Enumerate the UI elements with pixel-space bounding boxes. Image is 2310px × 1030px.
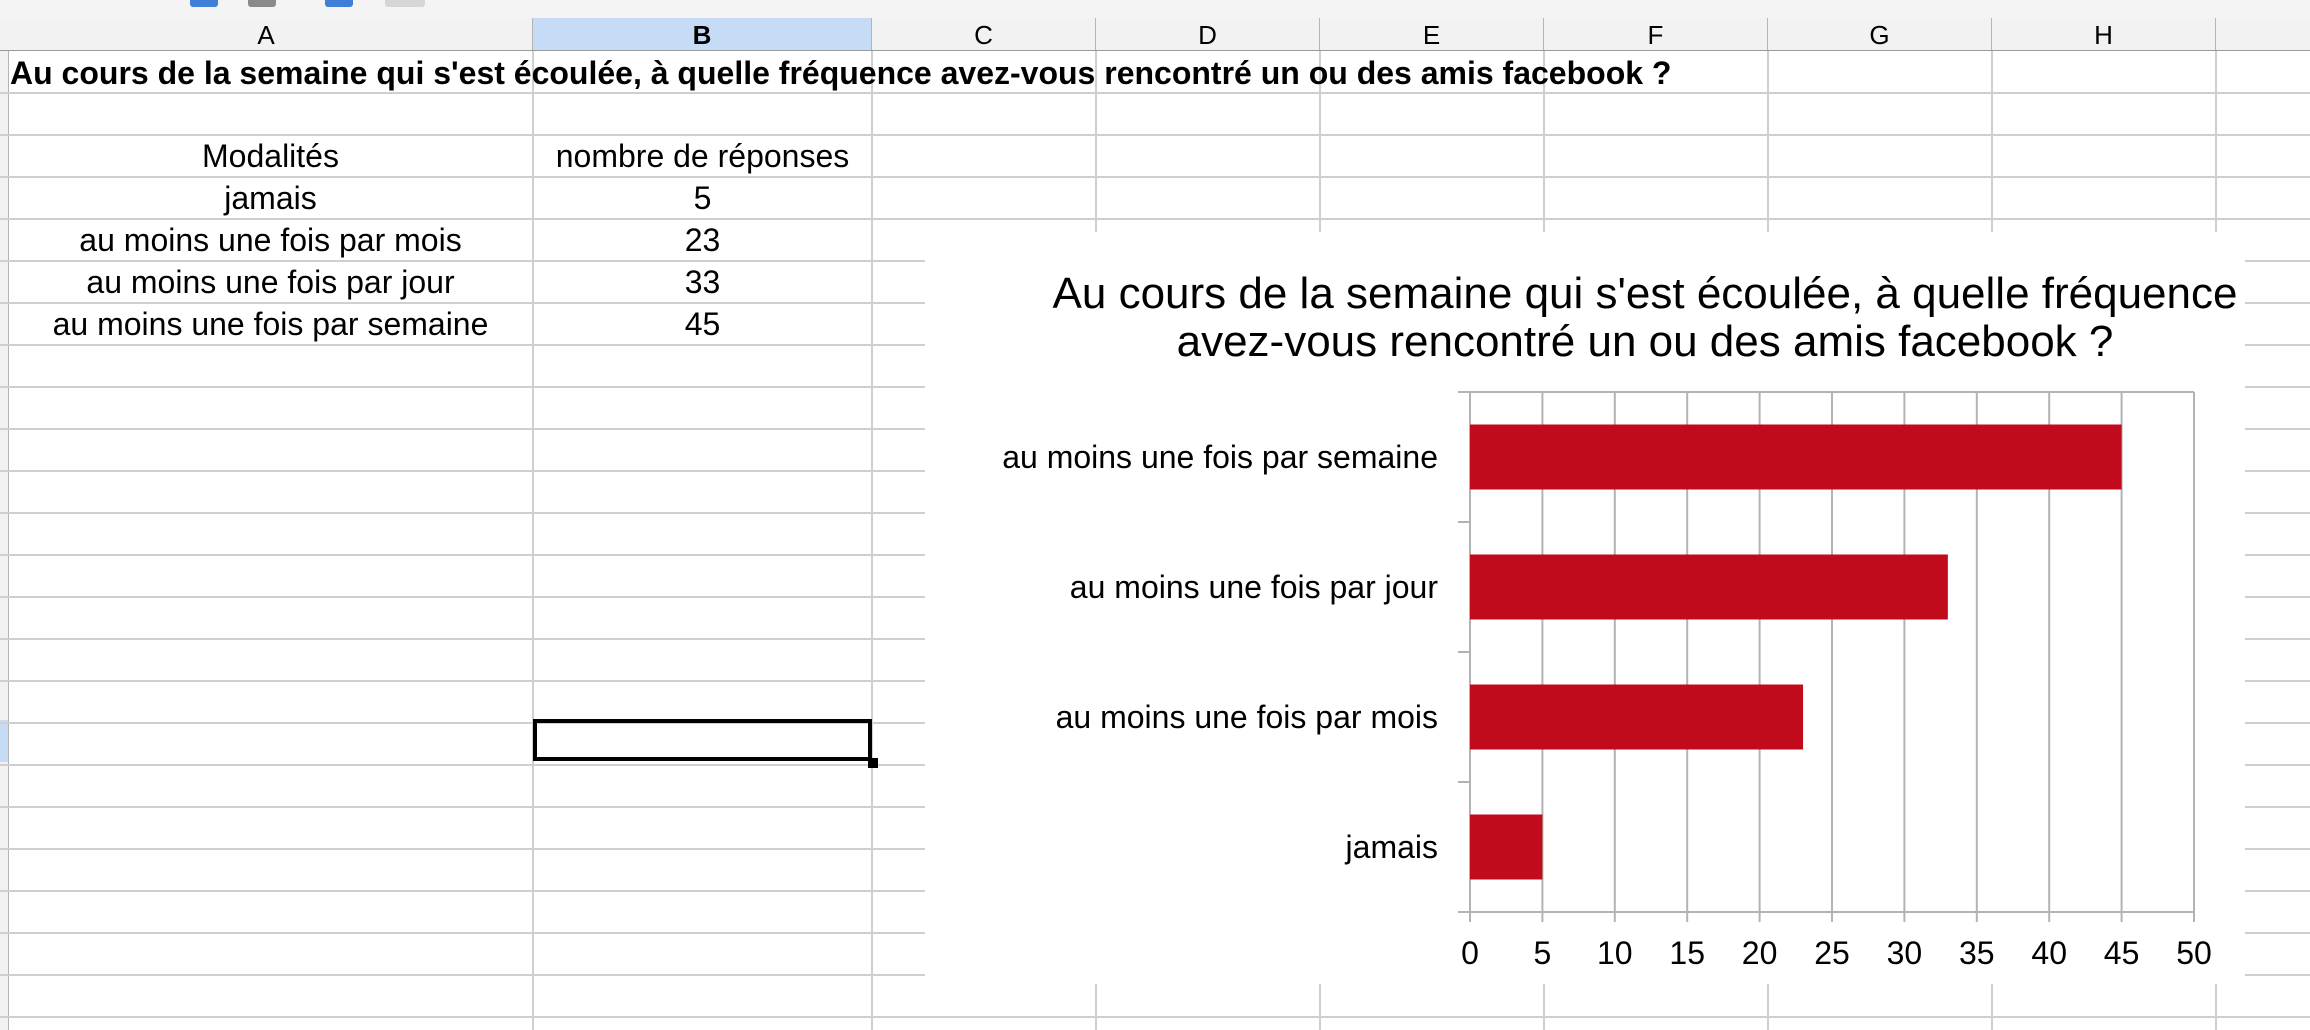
toolbar-button-icon[interactable] [385, 0, 425, 7]
toolbar-button-icon[interactable] [248, 0, 276, 7]
row-header-selected[interactable] [0, 720, 8, 762]
category-label: jamais [1345, 829, 1438, 865]
bar-chart[interactable]: 0 5 10 15 20 25 30 35 40 45 50 au moins une fois pa… [925, 232, 2245, 984]
x-tick-label: 45 [2104, 935, 2140, 971]
sheet-title-cell[interactable]: Au cours de la semaine qui s'est écoulée… [10, 55, 1672, 91]
table-cell-modalite[interactable]: jamais [224, 180, 317, 216]
x-tick-label: 10 [1597, 935, 1633, 971]
table-cell-modalite[interactable]: au moins une fois par mois [79, 222, 462, 258]
category-label: au moins une fois par jour [1070, 569, 1439, 605]
table-cell-count[interactable]: 45 [684, 306, 721, 342]
x-tick-label: 35 [1959, 935, 1995, 971]
x-tick-label: 25 [1814, 935, 1850, 971]
table-cell-modalite[interactable]: au moins une fois par semaine [52, 306, 489, 342]
x-tick-label: 50 [2176, 935, 2212, 971]
column-header-d[interactable]: D [1096, 18, 1320, 50]
chart-title-line-1: Au cours de la semaine qui s'est écoulée… [1052, 269, 2238, 318]
column-header-e[interactable]: E [1320, 18, 1544, 50]
toolbar-button-icon[interactable] [190, 0, 218, 7]
x-tick-label: 20 [1742, 935, 1778, 971]
toolbar-button-icon[interactable] [325, 0, 353, 7]
chart-title-line-2: avez-vous rencontré un ou des amis faceb… [1176, 317, 2114, 366]
chart-canvas: 0 5 10 15 20 25 30 35 40 45 50 au moins une fois pa… [1002, 391, 2212, 971]
table-cell-count[interactable]: 33 [684, 264, 721, 300]
column-header-g[interactable]: G [1768, 18, 1992, 50]
table-header-reponses[interactable]: nombre de réponses [555, 138, 850, 174]
x-tick-label: 30 [1887, 935, 1923, 971]
fill-handle[interactable] [868, 758, 878, 768]
bar [1470, 814, 1543, 880]
column-header-c[interactable]: C [872, 18, 1096, 50]
column-header-a[interactable]: A [0, 18, 533, 50]
table-cell-count[interactable]: 23 [684, 222, 721, 258]
row-header-gutter[interactable] [0, 51, 9, 1030]
toolbar-strip [0, 0, 2310, 19]
table-header-modalites[interactable]: Modalités [202, 138, 339, 174]
x-tick-label: 5 [1534, 935, 1552, 971]
table-cell-count[interactable]: 5 [693, 180, 712, 216]
table-cell-modalite[interactable]: au moins une fois par jour [86, 264, 455, 300]
bar [1470, 684, 1804, 750]
x-tick-label: 15 [1669, 935, 1705, 971]
bar [1470, 424, 2122, 490]
category-label: au moins une fois par semaine [1002, 439, 1438, 475]
category-label: au moins une fois par mois [1056, 699, 1438, 735]
active-cell-cursor[interactable] [533, 719, 872, 761]
column-header-bar: A B C D E F G H [0, 18, 2310, 51]
x-tick-label: 40 [2031, 935, 2067, 971]
bar [1470, 554, 1948, 620]
x-tick-label: 0 [1461, 935, 1479, 971]
column-header-b[interactable]: B [533, 18, 872, 50]
column-header-h[interactable]: H [1992, 18, 2216, 50]
column-header-f[interactable]: F [1544, 18, 1768, 50]
chart-title: Au cours de la semaine qui s'est écoulée… [925, 270, 2310, 366]
